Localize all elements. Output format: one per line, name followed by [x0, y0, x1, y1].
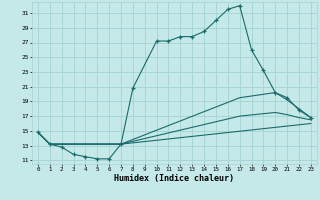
X-axis label: Humidex (Indice chaleur): Humidex (Indice chaleur): [115, 174, 234, 183]
